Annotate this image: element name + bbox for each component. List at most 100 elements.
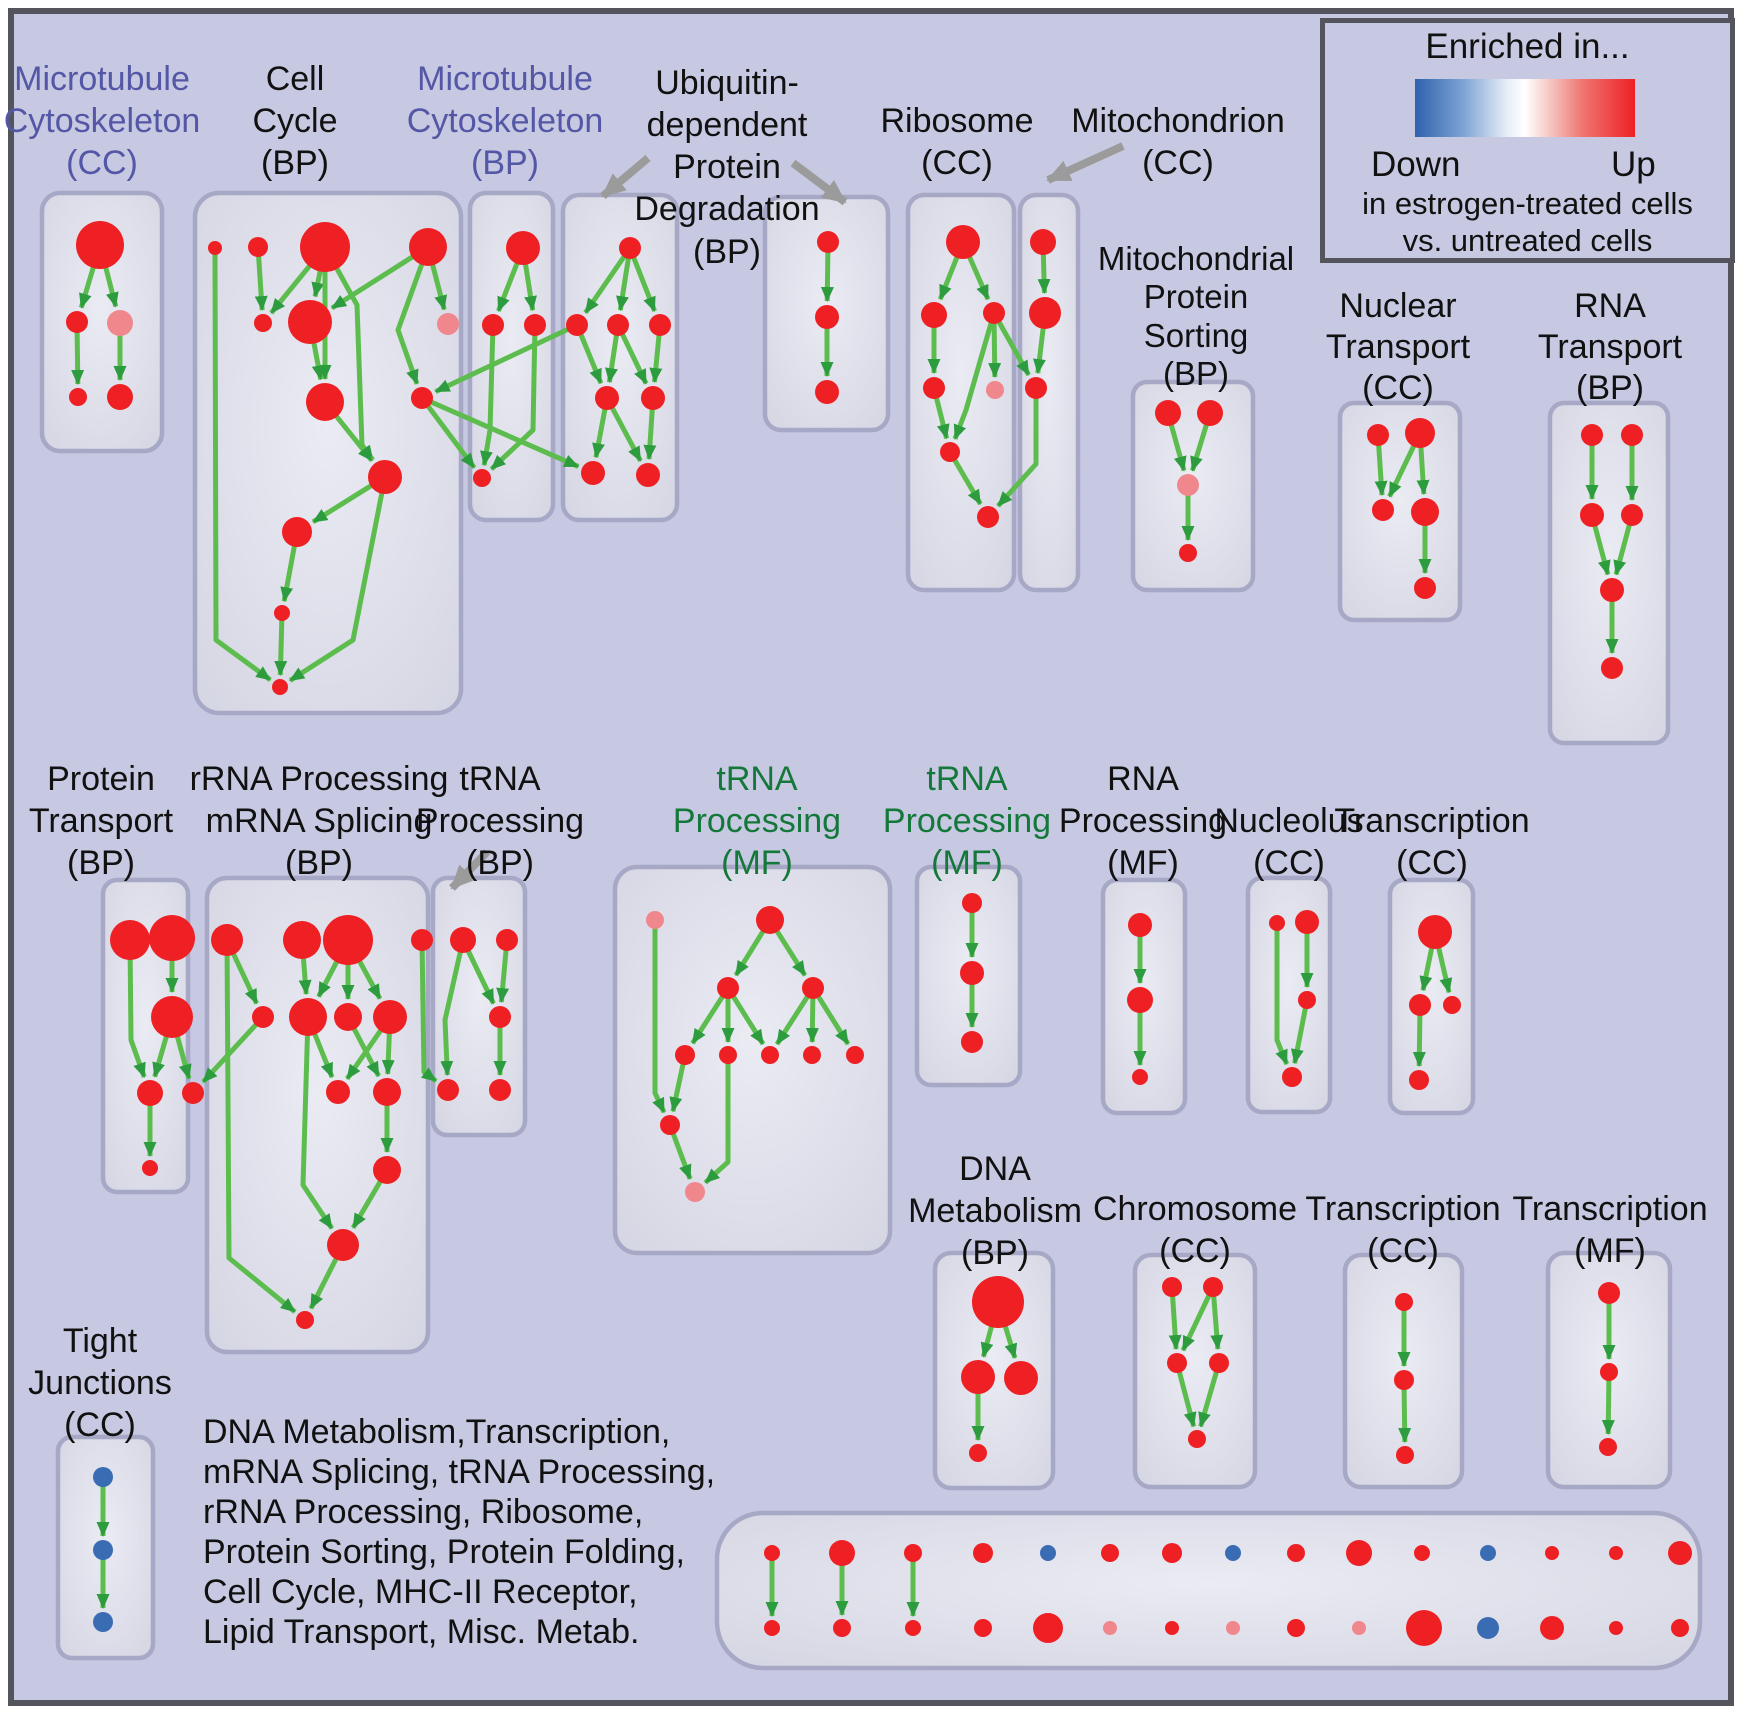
cluster-box-mitochondrion (1017, 192, 1081, 593)
node-h1 (962, 893, 982, 913)
node-h3 (961, 1031, 983, 1053)
edge-j1-j4 (1274, 923, 1290, 1065)
node-ub3 (607, 314, 629, 336)
node-q2 (283, 921, 321, 959)
node-w6t (1101, 1544, 1119, 1562)
node-w8b (1226, 1621, 1240, 1635)
node-w13t (1545, 1546, 1559, 1560)
edge-ub2-cc9 (434, 322, 579, 394)
edge-q4-t4 (419, 939, 438, 1083)
note-line-5: Cell Cycle, MHC-II Receptor, (203, 1573, 638, 1611)
cluster-label-rna-transport: RNA Transport (BP) (1537, 287, 1683, 407)
node-nt3 (1372, 499, 1394, 521)
node-t4 (437, 1079, 459, 1101)
node-cc11 (282, 517, 312, 547)
legend-line-2: vs. untreated cells (1402, 223, 1653, 258)
node-mbp2 (482, 314, 504, 336)
edge-g6-g11 (703, 1055, 731, 1185)
node-d2 (815, 305, 839, 329)
node-cc13 (272, 679, 288, 695)
edge-r3-mt3 (991, 311, 1031, 377)
legend-box: Enriched in... Down Up in estrogen-treat… (1320, 18, 1735, 263)
node-q7 (334, 1003, 362, 1031)
node-j1 (1269, 915, 1285, 931)
node-q5 (252, 1006, 274, 1028)
node-j4 (1282, 1067, 1302, 1087)
node-b3 (93, 1612, 113, 1632)
node-x1 (1395, 1293, 1413, 1311)
node-t3 (489, 1006, 511, 1028)
node-t2 (496, 929, 518, 951)
cluster-label-chromosome: Chromosome (CC) (1092, 1190, 1298, 1271)
node-w13b (1540, 1616, 1564, 1640)
node-mbp1 (506, 231, 540, 265)
legend-up-label: Up (1611, 145, 1656, 184)
node-p2 (149, 915, 195, 961)
node-nt4 (1411, 498, 1439, 526)
node-r3 (983, 302, 1005, 324)
cluster-box-chromosome (1132, 1252, 1258, 1490)
node-cc6 (288, 300, 332, 344)
node-w8t (1225, 1545, 1241, 1561)
node-c3 (1167, 1353, 1187, 1373)
node-g3 (717, 977, 739, 999)
node-da3 (1004, 1361, 1038, 1395)
cluster-label-microtubule-bp: Microtubule Cytoskeleton (BP) (406, 60, 604, 183)
edge-c1-c3 (1168, 1286, 1182, 1351)
cluster-label-ribosome: Ribosome (CC) (880, 102, 1034, 183)
node-w5b (1033, 1613, 1063, 1643)
legend-down-label: Down (1371, 145, 1461, 184)
node-mt3 (1025, 377, 1047, 399)
node-w1b (764, 1620, 780, 1636)
node-ub4 (649, 314, 671, 336)
node-w9t (1287, 1544, 1305, 1562)
node-ub7 (581, 461, 605, 485)
node-w14b (1609, 1621, 1623, 1635)
cluster-label-transcription-mf: Transcription (MF) (1512, 1190, 1708, 1271)
node-mcc1 (76, 221, 124, 269)
node-p5 (182, 1082, 204, 1104)
edge-cc4-cc9 (395, 246, 431, 385)
node-q10 (373, 1078, 401, 1106)
edge-g4-g9 (810, 986, 851, 1046)
node-da1 (972, 1276, 1024, 1328)
node-w11t (1414, 1545, 1430, 1561)
edge-cc9-ub7 (420, 395, 580, 469)
node-r7 (940, 442, 960, 462)
edge-cc1-cc13 (212, 247, 272, 682)
node-tm1 (1598, 1282, 1620, 1304)
node-k2 (1409, 994, 1431, 1016)
node-i3 (1132, 1069, 1148, 1085)
edge-c2-c3 (1180, 1285, 1216, 1352)
cluster-label-trna-mf-2: tRNA Processing (MF) (882, 760, 1052, 883)
node-x3 (1396, 1446, 1414, 1464)
pointer-arrow-to-degradation-box (790, 159, 848, 206)
node-w6b (1103, 1621, 1117, 1635)
node-da2 (961, 1360, 995, 1394)
node-w4b (974, 1619, 992, 1637)
node-d1 (817, 231, 839, 253)
node-w10b (1352, 1621, 1366, 1635)
node-g8 (803, 1046, 821, 1064)
legend-title: Enriched in... (1425, 27, 1630, 66)
edge-r3-r7 (952, 312, 997, 440)
node-g10 (660, 1115, 680, 1135)
node-s4 (1179, 544, 1197, 562)
node-mcc2 (66, 311, 88, 333)
node-cc3 (300, 222, 350, 272)
node-cc1 (208, 241, 222, 255)
cluster-box-microtubule-cc (39, 190, 165, 454)
node-g6 (719, 1046, 737, 1064)
node-r1 (946, 225, 980, 259)
node-q4 (411, 929, 433, 951)
edge-g3-g7 (725, 986, 766, 1046)
node-t5 (489, 1079, 511, 1101)
node-j2 (1295, 910, 1319, 934)
node-x2 (1394, 1370, 1414, 1390)
cluster-box-transcription-cc-row2 (1387, 877, 1476, 1116)
node-rt4 (1621, 504, 1643, 526)
node-g1 (646, 911, 664, 929)
node-w3b (905, 1620, 921, 1636)
edge-c2-c4 (1210, 1286, 1224, 1351)
